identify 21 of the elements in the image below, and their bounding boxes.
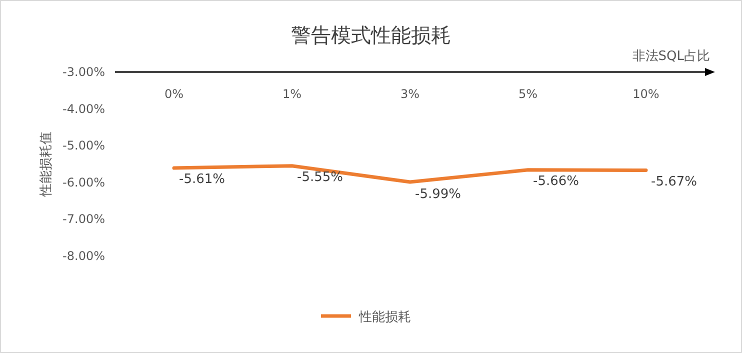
line-series [172,164,648,184]
y-tick-label: -7.00% [62,212,105,226]
y-tick-label: -3.00% [62,65,105,79]
y-tick-label: -4.00% [62,102,105,116]
data-label: -5.66% [533,174,579,189]
x-axis-title: 非法SQL占比 [632,49,710,64]
x-tick-label: 0% [164,87,184,101]
y-tick-label: -6.00% [62,175,105,190]
data-label: -5.55% [297,170,343,185]
data-label: -5.61% [179,172,225,188]
x-tick-label: 1% [282,87,302,101]
data-label: -5.99% [415,187,461,202]
legend-label: 性能损耗 [358,310,411,325]
x-tick-label: 10% [632,87,660,101]
chart-title: 警告模式性能损耗 [291,23,451,47]
y-tick-label: -5.00% [62,138,105,153]
x-tick-label: 3% [400,87,420,101]
y-tick-label: -8.00% [62,249,105,263]
x-tick-label: 5% [518,87,538,101]
y-axis-title: 性能损耗值 [39,132,54,198]
data-label: -5.67% [651,174,697,190]
